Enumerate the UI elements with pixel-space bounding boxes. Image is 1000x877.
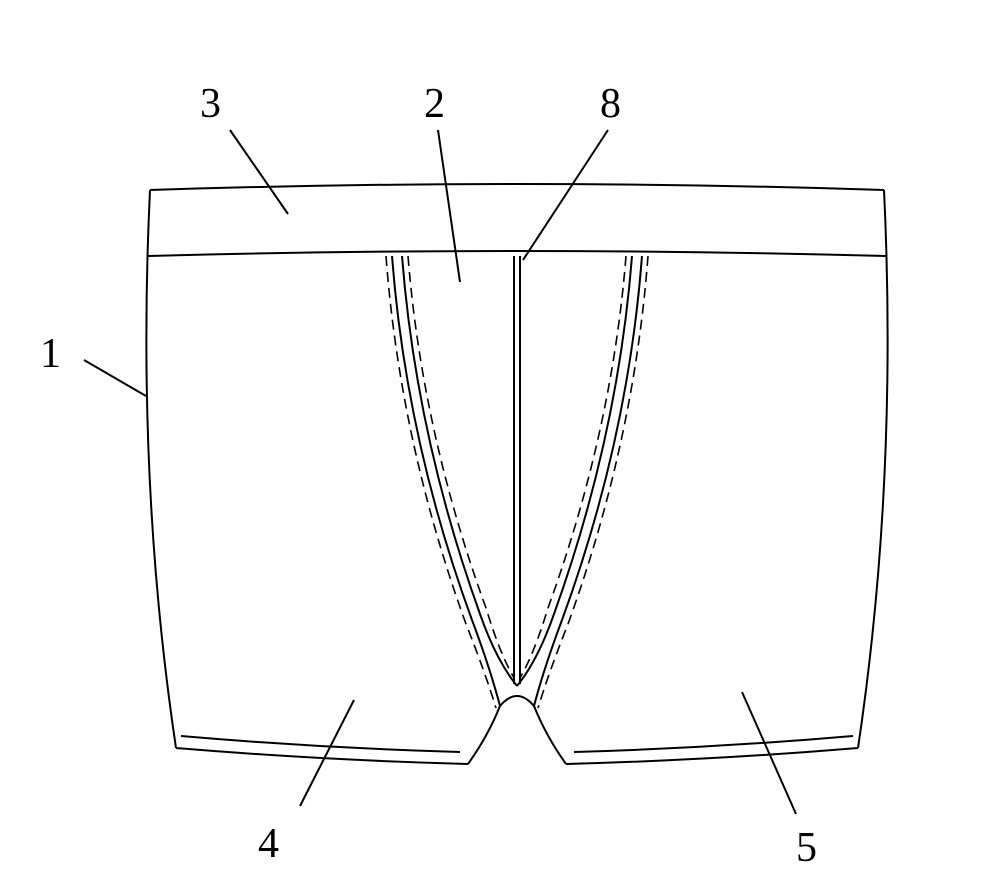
waistband-top bbox=[150, 184, 884, 190]
callout-line-4 bbox=[300, 700, 354, 806]
left-side-seam bbox=[146, 190, 176, 748]
crotch-curve bbox=[500, 696, 534, 706]
underwear-diagram bbox=[0, 0, 1000, 877]
callout-label-5: 5 bbox=[796, 824, 817, 872]
callout-label-3: 3 bbox=[200, 80, 221, 128]
left-inseam bbox=[468, 706, 500, 764]
front-right-stitch-b bbox=[520, 256, 626, 678]
callout-label-4: 4 bbox=[258, 820, 279, 868]
callout-label-8: 8 bbox=[600, 80, 621, 128]
callout-line-8 bbox=[523, 130, 608, 260]
front-left-stitch-b bbox=[408, 256, 514, 678]
callout-label-2: 2 bbox=[424, 80, 445, 128]
right-side-seam bbox=[858, 190, 888, 748]
waistband-bottom bbox=[148, 251, 886, 256]
right-leg-hem-inner bbox=[574, 736, 853, 752]
callout-line-3 bbox=[230, 130, 288, 214]
callout-line-1 bbox=[84, 360, 146, 396]
callout-label-1: 1 bbox=[40, 330, 61, 378]
right-inseam bbox=[534, 706, 566, 764]
callout-line-2 bbox=[438, 130, 460, 282]
left-leg-hem-inner bbox=[181, 736, 460, 752]
